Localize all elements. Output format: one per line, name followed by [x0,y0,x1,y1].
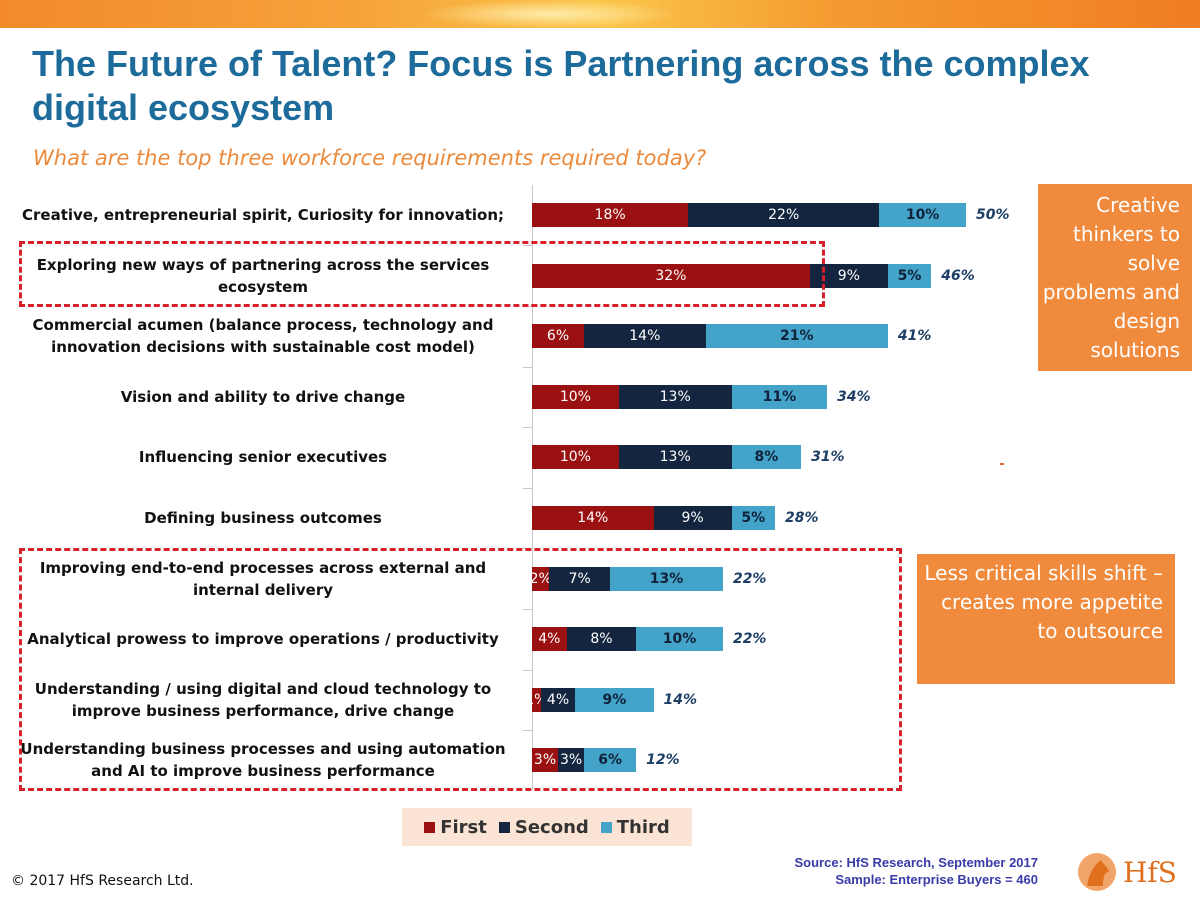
bar-segment-first: 14% [532,506,654,530]
bar-total-label: 41% [897,328,932,345]
hfs-logo: HfS [1078,853,1177,891]
category-label: Vision and ability to drive change [120,387,406,406]
bar-segment-first: 32% [532,263,810,288]
bar-segment-second: 9% [653,506,732,530]
bar-segment-second: 13% [618,384,732,409]
bar-segment-third: 5% [887,263,932,288]
bar-segment-first: 18% [532,203,689,227]
highlight-box-less-critical [19,548,902,791]
axis-tick [523,609,532,610]
bar-segment-third: 10% [636,627,723,652]
legend-item-first: First [424,817,487,838]
category-label: Creative, entrepreneurial spirit, Curios… [22,206,504,224]
bar-total-label: 50% [976,207,1010,223]
axis-tick [523,367,532,368]
legend-label-second: Second [514,816,589,838]
legend-swatch-second [498,821,510,833]
legend-swatch-third [600,821,612,833]
legend-item-second: Second [498,816,589,838]
legend-item-third: Third [600,816,670,838]
bar-segment-first: 3% [532,748,559,773]
bar-segment-third: 10% [879,203,966,227]
category-label: Understanding business processes and usi… [20,740,506,781]
source-note: Source: HfS Research, September 2017 Sam… [795,854,1039,888]
category-label: Improving end-to-end processes across ex… [39,558,487,599]
bar-total-label: 28% [785,510,819,526]
bar-segment-first: 10% [532,445,619,470]
bar-segment-third: 6% [584,748,637,773]
category-label: Understanding / using digital and cloud … [34,679,492,720]
page-title: The Future of Talent? Focus is Partnerin… [32,43,1090,128]
axis-tick [523,670,532,671]
highlight-box-partnering [19,241,825,307]
category-label: Analytical prowess to improve operations… [27,630,499,649]
sample-line: Sample: Enterprise Buyers = 460 [835,872,1038,887]
bar-total-label: 22% [732,631,767,648]
bar-segment-second: 14% [584,324,706,349]
bar-total-label: 14% [663,691,698,708]
bar-segment-second: 4% [540,687,576,712]
bar-total-label: 46% [941,267,975,284]
bar-segment-first: 10% [532,384,619,409]
callout-less-critical: Less critical skills shift – creates mor… [917,554,1175,684]
bar-total-label: 22% [732,570,767,587]
source-line: Source: HfS Research, September 2017 [794,855,1039,870]
category-label: Exploring new ways of partnering across … [36,255,490,296]
chart-subtitle: What are the top three workforce require… [33,146,707,170]
bar-segment-second: 22% [688,203,880,227]
bar-segment-third: 9% [575,687,654,712]
axis-tick [523,488,532,489]
chart-legend: First Second Third [402,808,692,846]
bar-segment-second: 13% [618,445,732,470]
axis-tick [523,427,532,428]
bar-segment-first: 6% [532,324,585,349]
legend-label-third: Third [616,816,670,838]
bar-total-label: 34% [837,388,871,405]
header-banner-glow [420,0,680,28]
legend-label-first: First [440,816,487,838]
bar-segment-third: 8% [731,445,802,470]
category-label: Influencing senior executives [138,448,388,467]
bar-segment-third: 11% [731,384,828,409]
bar-segment-third: 13% [610,566,723,591]
stray-mark [1000,463,1004,465]
bar-segment-third: 21% [705,324,888,349]
copyright-text: © 2017 HfS Research Ltd. [11,873,194,889]
y-axis-line [532,185,533,790]
bar-segment-second: 8% [566,627,637,652]
bar-total-label: 12% [646,752,680,769]
logo-horse-icon [1087,860,1109,886]
bar-total-label: 31% [811,449,845,466]
callout-creative-thinkers: Creative thinkers to solve problems and … [1038,184,1192,371]
bar-segment-first: 4% [532,627,567,652]
category-label: Commercial acumen (balance process, tech… [32,316,494,357]
bar-segment-first: 2% [530,566,552,591]
category-label: Defining business outcomes [144,509,382,527]
logo-wordmark: HfS [1123,856,1177,889]
axis-tick [523,245,532,246]
bar-segment-third: 5% [731,506,776,530]
legend-swatch-first [424,821,436,833]
bar-segment-second: 7% [549,566,611,591]
axis-tick [523,730,532,731]
bar-segment-second: 3% [558,748,585,773]
